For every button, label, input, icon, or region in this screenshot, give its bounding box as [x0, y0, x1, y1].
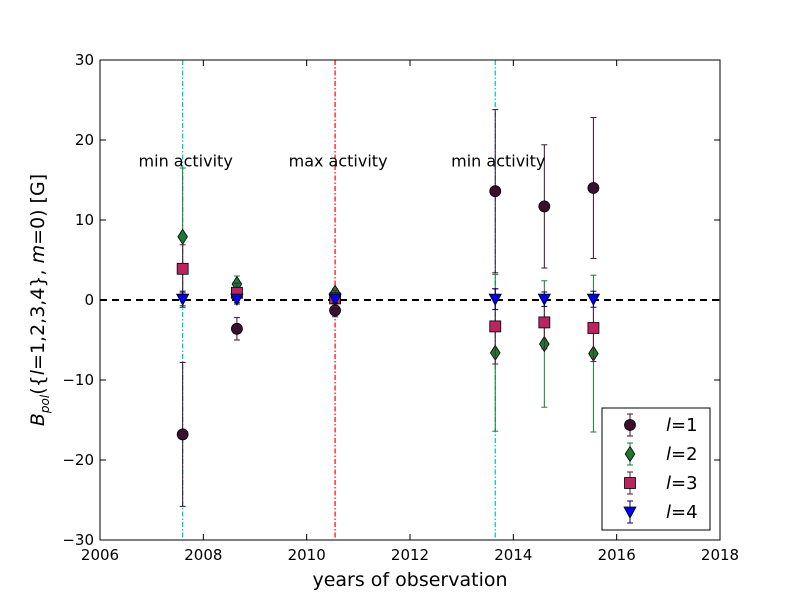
legend: l=1l=2l=3l=4	[601, 407, 711, 531]
legend-var: l	[666, 473, 671, 494]
legend-marker	[623, 506, 637, 519]
data-point	[175, 293, 190, 307]
legend-label: l=2	[666, 444, 698, 465]
legend-marker	[624, 477, 636, 489]
data-point	[176, 428, 189, 441]
data-point	[538, 200, 551, 213]
legend-label: l=3	[666, 473, 698, 494]
x-axis-ticks: 2006 2008 2010 2012 2014 2016 2018	[81, 60, 739, 564]
y-tick-label: 30	[75, 51, 94, 69]
data-point	[587, 322, 600, 334]
data-point	[587, 182, 600, 194]
data-point	[537, 293, 552, 307]
ylabel-text: =0) [G]	[27, 174, 49, 245]
x-tick-label: 2016	[598, 546, 636, 564]
series-3	[176, 244, 600, 365]
ylabel-text: ({	[27, 375, 49, 395]
activity-label-1: max activity	[289, 151, 388, 170]
data-point	[538, 316, 551, 329]
ylabel-subscript: pol	[38, 394, 52, 414]
y-tick-label: −10	[62, 371, 94, 389]
legend-label: l=4	[666, 502, 698, 523]
y-tick-label: 20	[75, 131, 94, 149]
x-tick-label: 2018	[701, 546, 739, 564]
legend-value: =1	[671, 415, 698, 436]
y-axis-label: Bpol({l=1,2,3,4}, m=0) [G]	[27, 174, 52, 426]
legend-value: =2	[671, 444, 698, 465]
legend-value: =4	[671, 502, 698, 523]
legend-box	[601, 407, 711, 531]
x-axis-label: years of observation	[312, 569, 507, 591]
y-axis-ticks: −30 −20 −10 0 10 20 30	[62, 51, 720, 549]
x-tick-label: 2006	[81, 546, 119, 564]
legend-var: l	[666, 415, 671, 436]
activity-label-0: min activity	[139, 151, 233, 170]
data-point	[177, 228, 188, 246]
legend-var: l	[666, 502, 671, 523]
y-tick-label: −20	[62, 451, 94, 469]
ylabel-text: =1,2,3,4},	[27, 263, 49, 370]
legend-label: l=1	[666, 415, 698, 436]
data-point	[328, 293, 342, 307]
y-tick-label: 0	[84, 291, 94, 309]
data-point	[231, 322, 243, 335]
series-1	[176, 109, 600, 507]
data-point	[488, 293, 502, 307]
data-point	[230, 293, 244, 307]
data-point	[586, 293, 601, 307]
x-tick-label: 2012	[391, 546, 429, 564]
y-tick-label: −30	[62, 531, 94, 549]
legend-marker	[624, 419, 636, 431]
legend-var: l	[666, 444, 671, 465]
legend-value: =3	[671, 473, 698, 494]
y-tick-label: 10	[75, 211, 94, 229]
ylabel-var-l: l	[27, 369, 49, 375]
x-tick-label: 2014	[494, 546, 532, 564]
x-tick-label: 2010	[288, 546, 326, 564]
ylabel-var-m: m	[27, 245, 49, 264]
data-point	[176, 262, 189, 275]
data-series	[175, 109, 601, 507]
activity-annotations: min activity max activity min activity	[139, 151, 546, 170]
data-point	[489, 320, 502, 333]
x-tick-label: 2008	[184, 546, 222, 564]
data-point	[489, 185, 502, 198]
ylabel-symbol: B	[27, 413, 49, 426]
activity-label-2: min activity	[451, 151, 545, 170]
legend-marker	[624, 445, 636, 463]
series-4	[175, 288, 601, 311]
